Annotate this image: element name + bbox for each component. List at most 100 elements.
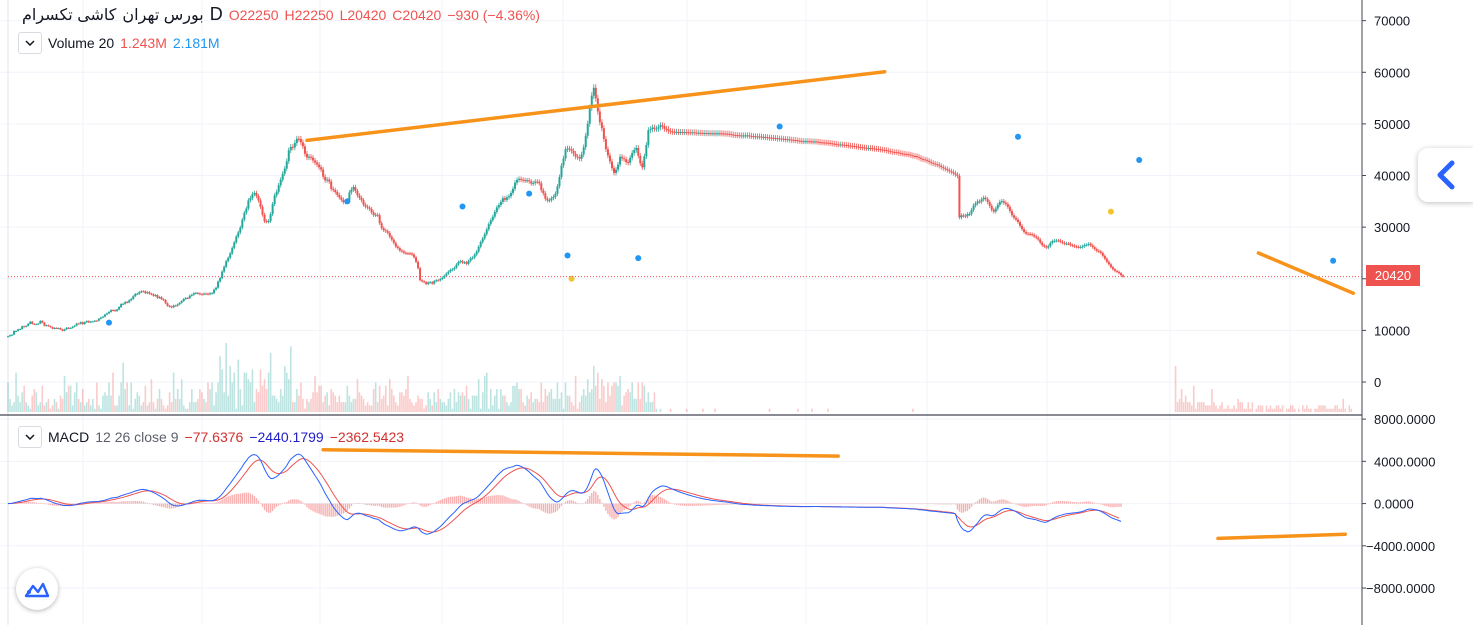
candle-body <box>974 203 977 206</box>
macd-histogram-bar <box>976 500 979 504</box>
candle-body <box>213 289 216 294</box>
volume-bar <box>207 382 209 412</box>
macd-histogram-bar <box>63 503 66 506</box>
candle-body <box>716 133 719 135</box>
macd-histogram-bar <box>215 502 217 504</box>
macd-histogram-bar <box>429 503 431 506</box>
event-marker <box>1330 257 1337 264</box>
candle-body <box>697 132 700 134</box>
volume-bar <box>229 366 231 412</box>
macd-histogram-bar <box>1069 501 1072 504</box>
tradingview-logo-icon <box>24 582 50 598</box>
candle-body <box>600 122 603 129</box>
macd-histogram-bar <box>591 492 593 504</box>
candle-body <box>518 178 521 180</box>
candle-body <box>322 169 325 177</box>
event-marker <box>1107 208 1114 215</box>
candle-body <box>59 328 62 330</box>
volume-bar <box>443 402 446 412</box>
macd-collapse-button[interactable] <box>18 426 42 448</box>
candle-body <box>93 320 96 322</box>
candle-body <box>423 281 426 283</box>
symbol-name[interactable]: کاشی تکسرام <box>22 6 117 24</box>
candle-body <box>37 323 40 325</box>
candle-body <box>209 293 211 295</box>
macd-histogram-bar <box>160 503 163 507</box>
macd-histogram-bar <box>875 503 878 505</box>
macd-histogram-bar <box>395 503 397 508</box>
candle-body <box>804 141 807 143</box>
macd-histogram-bar <box>441 499 443 504</box>
volume-bar <box>631 382 633 412</box>
candle-body <box>853 145 856 147</box>
candle-body <box>889 151 892 153</box>
logo-button[interactable] <box>16 568 58 610</box>
macd-histogram-bar <box>948 503 951 505</box>
macd-histogram-bar <box>100 502 102 504</box>
macd-histogram-bar <box>249 493 252 504</box>
macd-histogram-bar <box>564 501 567 504</box>
candle-body <box>1079 246 1082 248</box>
candle-body <box>916 156 918 158</box>
volume-collapse-button[interactable] <box>18 32 42 54</box>
volume-bar <box>17 395 19 412</box>
macd-histogram-bar <box>225 497 227 504</box>
macd-histogram-bar <box>1057 501 1060 504</box>
macd-histogram-bar <box>314 503 316 513</box>
macd-histogram-bar <box>217 501 219 504</box>
volume-bar <box>378 385 381 412</box>
candle-body <box>1049 243 1052 247</box>
volume-bar <box>342 402 345 412</box>
volume-bar <box>449 392 452 412</box>
macd-histogram-bar <box>728 503 730 505</box>
macd-histogram-bar <box>1029 503 1031 507</box>
volume-bar <box>653 392 656 412</box>
macd-histogram-bar <box>554 503 557 513</box>
candle-body <box>1122 275 1125 277</box>
macd-histogram-bar <box>663 499 666 504</box>
candle-body <box>47 325 50 327</box>
candle-body <box>514 182 517 189</box>
macd-histogram-bar <box>431 503 433 505</box>
candle-body <box>649 129 652 131</box>
macd-histogram-bar <box>722 503 724 505</box>
macd-histogram-bar <box>847 503 850 505</box>
candle-body <box>911 155 914 157</box>
volume-bar <box>1241 402 1244 412</box>
macd-histogram-bar <box>393 503 395 508</box>
volume-bar <box>1350 408 1353 412</box>
trendline-drawing <box>321 447 840 458</box>
ohlc-high: H22250 <box>284 6 334 23</box>
volume-bar <box>1245 408 1248 412</box>
volume-bar <box>265 389 268 412</box>
open-sidebar-button[interactable] <box>1418 148 1473 202</box>
candle-body <box>918 156 921 158</box>
macd-histogram-bar <box>166 503 169 509</box>
candle-body <box>166 303 169 306</box>
candle-body <box>334 189 337 193</box>
volume-bar <box>261 385 264 412</box>
macd-axis-label: 8000.0000 <box>1374 412 1435 427</box>
macd-histogram-bar <box>302 502 304 504</box>
volume-bar <box>225 343 227 412</box>
volume-bar <box>607 382 609 412</box>
candle-body <box>615 169 618 173</box>
macd-histogram-bar <box>49 503 52 506</box>
volume-bar <box>669 408 672 412</box>
macd-histogram-bar <box>154 503 157 506</box>
symbol-interval[interactable]: D <box>209 4 223 24</box>
candle-body <box>893 152 896 154</box>
macd-histogram-bar <box>922 503 924 505</box>
macd-histogram-bar <box>906 503 908 505</box>
candle-body <box>81 322 84 325</box>
macd-histogram-bar <box>1007 500 1009 504</box>
volume-bar <box>140 405 143 412</box>
volume-bar <box>556 382 559 412</box>
volume-bar <box>197 398 199 412</box>
macd-histogram-bar <box>261 503 264 507</box>
volume-bar <box>473 395 476 412</box>
volume-bar <box>96 382 98 412</box>
candle-body <box>160 297 163 300</box>
macd-histogram-bar <box>106 502 108 504</box>
